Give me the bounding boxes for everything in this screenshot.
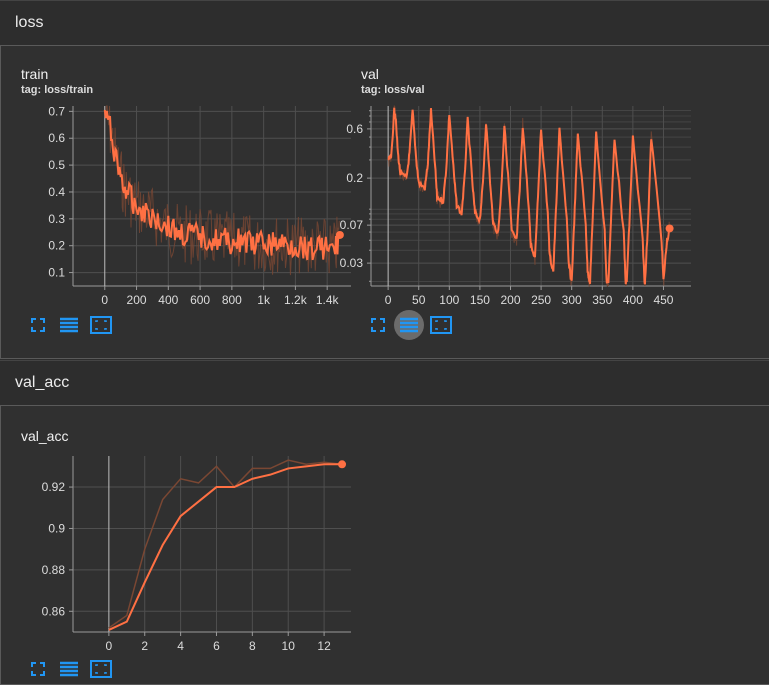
x-tick-label: 200: [500, 293, 520, 307]
x-tick-label: 8: [249, 639, 256, 653]
fullscreen-icon: [371, 318, 385, 332]
train-toolbar: [27, 314, 127, 336]
y-tick-label: 0.03: [340, 256, 364, 270]
fullscreen-button[interactable]: [367, 314, 389, 336]
series-raw-line: [108, 459, 343, 629]
x-tick-label: 100: [439, 293, 459, 307]
val_acc-panel: val_acc 0 2 4 6 8 10 12 0.86 0.88 0.9 0.92: [0, 405, 769, 685]
series-line: [108, 463, 343, 631]
series-line: [103, 109, 341, 261]
val-toolbar: [367, 310, 467, 340]
data-table-icon: [400, 317, 418, 333]
x-tick-label: 400: [158, 293, 178, 307]
series-line: [387, 107, 671, 285]
x-tick-label: 1.2k: [284, 293, 308, 307]
y-tick-label: 0.2: [48, 239, 65, 253]
x-tick-label: 150: [470, 293, 490, 307]
x-tick-label: 1k: [257, 293, 271, 307]
card-tag-train: tag: loss/train: [21, 84, 94, 96]
x-tick-label: 600: [190, 293, 210, 307]
y-tick-label: 0.2: [346, 171, 363, 185]
fit-domain-icon: [90, 316, 112, 334]
section-header-loss[interactable]: loss: [0, 0, 769, 44]
x-tick-label: 250: [531, 293, 551, 307]
fit-domain-button[interactable]: [90, 658, 112, 680]
section-header-val_acc[interactable]: val_acc: [0, 360, 769, 404]
y-tick-label: 0.5: [48, 158, 65, 172]
val_acc-chart[interactable]: 0 2 4 6 8 10 12 0.86 0.88 0.9 0.92: [1, 406, 371, 653]
x-tick-label: 4: [177, 639, 184, 653]
y-tick-label: 0.88: [42, 563, 66, 577]
loss-panel: train tag: loss/train 0 200 400 600 800 1k 1.2…: [0, 45, 769, 359]
data-table-icon: [60, 317, 78, 333]
y-tick-label: 0.07: [340, 218, 364, 232]
x-tick-label: 450: [653, 293, 673, 307]
y-tick-label: 0.3: [48, 212, 65, 226]
x-tick-label: 0: [101, 293, 108, 307]
x-tick-label: 10: [282, 639, 296, 653]
card-title-train: train: [21, 66, 49, 82]
x-tick-label: 0: [385, 293, 392, 307]
fullscreen-icon: [31, 318, 45, 332]
x-tick-label: 400: [623, 293, 643, 307]
series-end-point: [665, 224, 674, 233]
x-tick-label: 350: [592, 293, 612, 307]
x-tick-label: 1.4k: [316, 293, 340, 307]
data-table-button[interactable]: [58, 658, 80, 680]
fit-domain-icon: [90, 660, 112, 678]
x-tick-label: 2: [141, 639, 148, 653]
x-tick-label: 300: [562, 293, 582, 307]
fit-domain-button[interactable]: [90, 314, 112, 336]
series-end-point: [338, 460, 347, 469]
fit-domain-icon: [430, 316, 452, 334]
fit-domain-button[interactable]: [430, 314, 452, 336]
y-tick-label: 0.4: [48, 185, 65, 199]
data-table-button[interactable]: [394, 310, 424, 340]
y-tick-label: 0.9: [48, 521, 65, 535]
y-tick-label: 0.92: [42, 480, 66, 494]
x-tick-label: 800: [222, 293, 242, 307]
val_acc-toolbar: [27, 658, 127, 680]
data-table-button[interactable]: [58, 314, 80, 336]
x-tick-label: 50: [412, 293, 426, 307]
y-tick-label: 0.1: [48, 266, 65, 280]
section-title: val_acc: [15, 374, 70, 391]
fullscreen-icon: [31, 662, 45, 676]
data-table-icon: [60, 661, 78, 677]
y-tick-label: 0.6: [48, 131, 65, 145]
val-chart[interactable]: 0 50 100 150 200 250 300 350 400 450 0.03 0.07 0.2 0.…: [340, 46, 711, 307]
fullscreen-button[interactable]: [27, 314, 49, 336]
card-title-val: val: [361, 66, 379, 82]
x-tick-label: 6: [213, 639, 220, 653]
y-tick-label: 0.86: [42, 604, 66, 618]
y-tick-label: 0.6: [346, 122, 363, 136]
card-title-val_acc: val_acc: [21, 428, 69, 444]
series-raw-line: [104, 105, 340, 276]
x-tick-label: 0: [106, 639, 113, 653]
x-tick-label: 12: [317, 639, 331, 653]
train-chart[interactable]: 0 200 400 600 800 1k 1.2k 1.4k 0.1 0.2 0.3 0.4 0.5 0.…: [1, 46, 371, 307]
fullscreen-button[interactable]: [27, 658, 49, 680]
series-end-point: [335, 230, 344, 239]
section-title: loss: [15, 14, 44, 31]
x-tick-label: 200: [127, 293, 147, 307]
card-tag-val: tag: loss/val: [361, 84, 425, 96]
y-tick-label: 0.7: [48, 104, 65, 118]
